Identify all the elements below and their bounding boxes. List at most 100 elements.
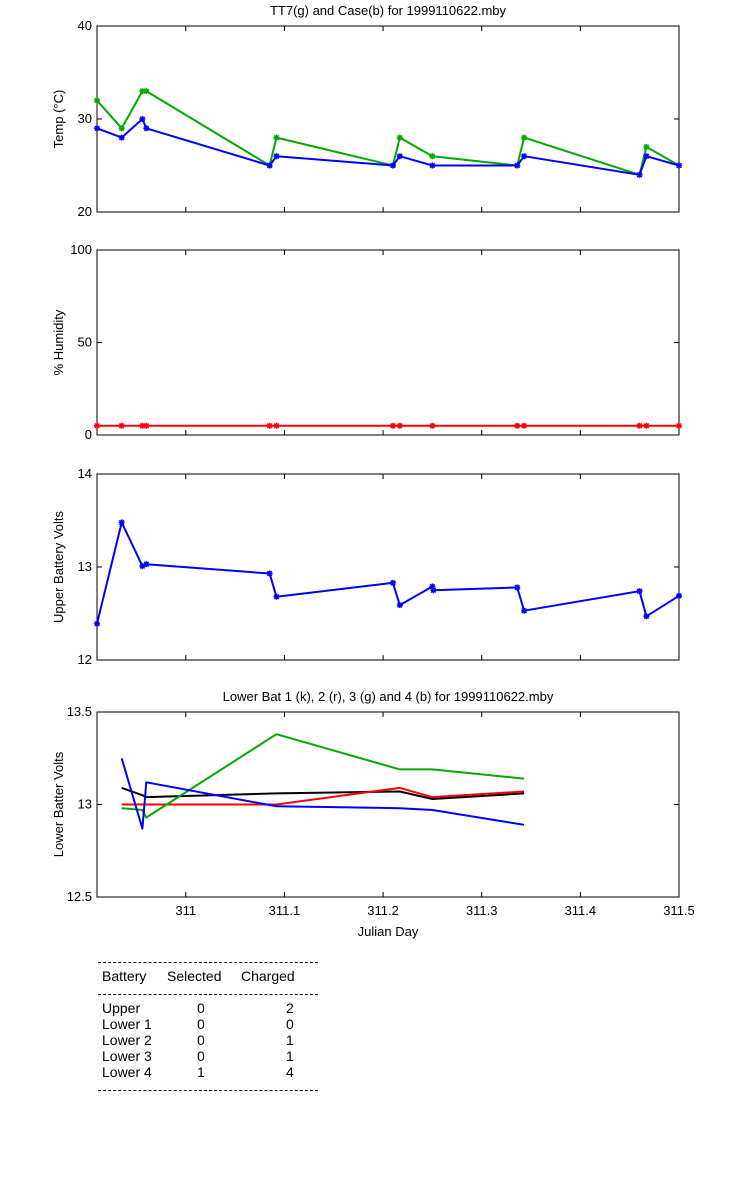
data-point (143, 422, 150, 429)
y-axis-label: Temp (°C) (51, 90, 66, 149)
x-tick-label: 311.5 (663, 903, 695, 918)
table-row-lower4-label: Lower 4 (102, 1064, 152, 1080)
table-row-upper-selected: 0 (197, 1000, 205, 1016)
plot-frame-1 (96, 25, 680, 213)
data-point (521, 422, 528, 429)
chart-title: TT7(g) and Case(b) for 1999110622.mby (270, 3, 507, 18)
data-point (521, 607, 528, 614)
data-point (273, 153, 280, 160)
x-tick-label: 311.3 (466, 903, 498, 918)
table-row-lower1-label: Lower 1 (102, 1016, 152, 1032)
data-point (266, 162, 273, 169)
data-point (139, 116, 146, 122)
data-point (396, 134, 403, 141)
table-row-lower3-selected: 0 (197, 1048, 205, 1064)
data-point (139, 563, 146, 570)
data-point (94, 620, 100, 627)
data-point (94, 422, 100, 429)
data-point (396, 153, 403, 160)
data-point (139, 422, 146, 429)
data-point (118, 125, 125, 132)
data-point (429, 162, 436, 169)
y-axis-label: Lower Batter Volts (51, 751, 66, 857)
plot-frame-2 (96, 249, 680, 436)
data-point (139, 88, 146, 95)
data-point (396, 422, 403, 429)
data-point (118, 134, 125, 141)
data-point (429, 422, 436, 429)
series-line-1-1 (96, 90, 680, 176)
series-line-4-4 (120, 758, 525, 830)
table-header-battery: Battery (102, 968, 147, 984)
data-point (389, 422, 396, 429)
data-point (143, 125, 150, 132)
y-tick-label: 30 (78, 111, 92, 126)
x-tick-label: 311.1 (269, 903, 301, 918)
data-point (389, 162, 396, 169)
x-axis-label: Julian Day (358, 924, 419, 939)
table-row-lower1-charged: 0 (286, 1016, 294, 1032)
y-tick-label: 13 (78, 559, 92, 574)
series-line-1-2 (96, 118, 680, 176)
data-point (643, 153, 650, 160)
data-point (273, 593, 280, 600)
data-point (514, 162, 521, 169)
table-row-lower4-selected: 1 (197, 1064, 205, 1080)
table-row-lower4-charged: 4 (286, 1064, 294, 1080)
table-top-rule (98, 962, 318, 963)
y-tick-label: 20 (78, 204, 92, 219)
data-point (514, 584, 521, 591)
series-line-4-2 (121, 786, 525, 806)
table-row-lower2-label: Lower 2 (102, 1032, 152, 1048)
data-point (643, 143, 650, 150)
chart-title: Lower Bat 1 (k), 2 (r), 3 (g) and 4 (b) … (223, 689, 554, 704)
data-point (389, 579, 396, 586)
y-axis-label: % Humidity (51, 309, 66, 375)
data-point (266, 422, 273, 429)
data-point (521, 153, 528, 160)
data-point (643, 613, 650, 620)
x-tick-label: 311.4 (565, 903, 597, 918)
data-point (643, 422, 650, 429)
data-point (273, 134, 280, 141)
y-axis-label: Upper Battery Volts (51, 511, 66, 623)
data-point (636, 422, 643, 429)
data-point (118, 422, 125, 429)
y-tick-label: 0 (85, 427, 92, 442)
y-tick-label: 12.5 (67, 889, 92, 904)
y-tick-label: 13.5 (67, 704, 92, 719)
data-point (676, 592, 682, 599)
table-header-selected: Selected (167, 968, 222, 984)
data-point (429, 583, 436, 590)
table-header-rule (98, 994, 318, 995)
table-row-lower3-charged: 1 (286, 1048, 294, 1064)
y-tick-label: 40 (78, 18, 92, 33)
y-tick-label: 50 (78, 335, 92, 350)
series-line-4-3 (121, 733, 525, 819)
y-tick-label: 100 (70, 242, 92, 257)
data-point (636, 588, 643, 595)
data-point (429, 153, 436, 160)
data-point (396, 602, 403, 609)
table-row-lower3-label: Lower 3 (102, 1048, 152, 1064)
y-tick-label: 12 (78, 652, 92, 667)
data-point (266, 570, 273, 577)
data-point (676, 162, 682, 169)
data-point (143, 88, 150, 95)
data-point (521, 134, 528, 141)
series-line-3-1 (96, 521, 680, 624)
data-point (143, 561, 150, 568)
table-bottom-rule (98, 1090, 318, 1091)
x-tick-label: 311.2 (367, 903, 399, 918)
data-point (676, 422, 682, 429)
data-point (118, 519, 125, 526)
table-row-lower2-selected: 0 (197, 1032, 205, 1048)
data-point (636, 171, 643, 178)
table-row-lower1-selected: 0 (197, 1016, 205, 1032)
table-row-upper-label: Upper (102, 1000, 141, 1016)
data-point (94, 97, 100, 104)
data-point (430, 587, 437, 594)
table-header-charged: Charged (241, 968, 295, 984)
data-point (514, 422, 521, 429)
